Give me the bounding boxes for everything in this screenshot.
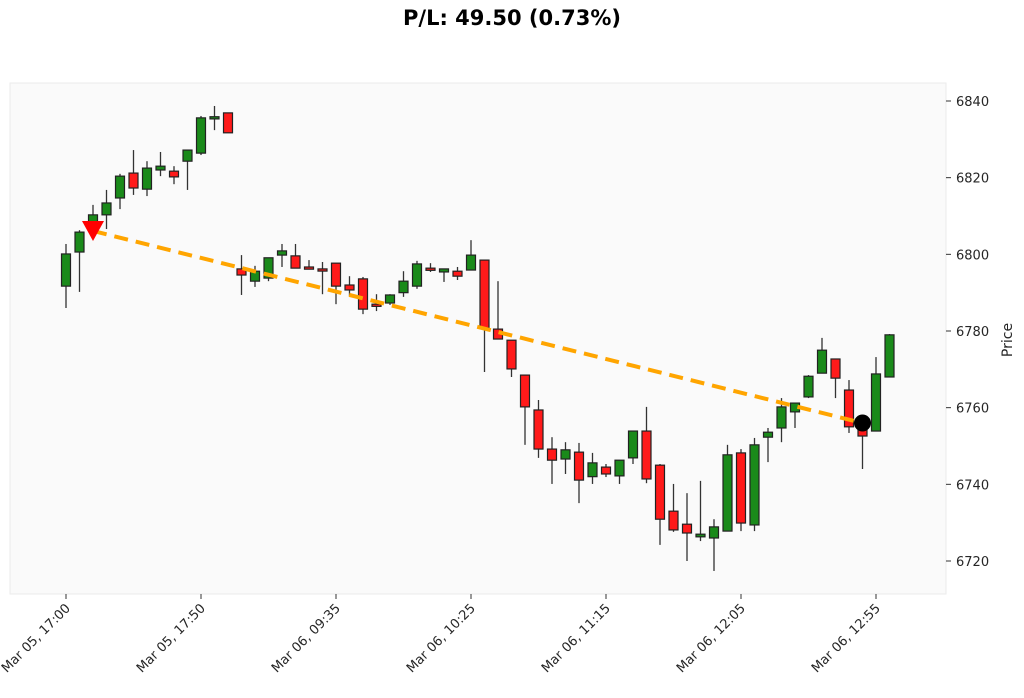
candle <box>762 427 774 463</box>
candle <box>317 261 328 295</box>
candle <box>60 243 72 308</box>
candle <box>830 358 841 399</box>
candle <box>114 173 126 210</box>
candle <box>519 374 531 445</box>
candle <box>155 151 166 177</box>
x-tick-label: Mar 05, 17:50 <box>134 601 209 676</box>
candle <box>222 112 234 134</box>
x-tick-label: Mar 06, 11:15 <box>539 601 614 676</box>
x-tick-label: Mar 05, 17:00 <box>0 601 74 676</box>
candle <box>398 271 409 297</box>
candle <box>182 149 193 190</box>
y-axis-label: Price <box>1000 323 1016 357</box>
candle <box>438 268 450 282</box>
candle <box>303 260 315 270</box>
y-tick-label: 6800 <box>956 248 989 263</box>
candle <box>681 493 693 561</box>
candle <box>263 257 274 282</box>
candle <box>614 459 625 484</box>
candle <box>101 189 112 230</box>
candle <box>236 255 247 295</box>
trade-annotations <box>82 220 871 432</box>
candle <box>600 464 612 478</box>
exit-marker-circle-icon <box>854 414 871 432</box>
candle <box>411 260 423 289</box>
candle <box>708 519 720 571</box>
plot-area <box>9 82 947 595</box>
candle <box>654 464 666 545</box>
candle <box>722 444 733 532</box>
candle <box>546 437 558 484</box>
candle <box>357 276 369 315</box>
y-tick-label: 6840 <box>956 95 989 110</box>
candle <box>560 442 571 474</box>
candle <box>384 294 396 305</box>
candle <box>141 161 153 197</box>
y-axis: 6720 6740 6760 6780 6800 6820 6840 <box>946 95 989 570</box>
y-tick-label: 6780 <box>956 325 989 340</box>
x-tick-label: Mar 06, 12:05 <box>674 601 749 676</box>
candle <box>627 430 639 465</box>
chart-title: P/L: 49.50 (0.73%) <box>403 6 621 30</box>
candle <box>843 380 855 433</box>
y-tick-label: 6720 <box>956 555 989 570</box>
x-tick-label: Mar 06, 10:25 <box>404 601 479 676</box>
candle <box>344 276 355 297</box>
candle <box>128 150 139 195</box>
candle <box>506 339 517 377</box>
y-tick-label: 6760 <box>956 402 989 417</box>
candle <box>533 399 544 458</box>
candle <box>195 115 207 156</box>
candle <box>587 452 598 484</box>
candle <box>465 240 477 271</box>
candle <box>803 375 814 399</box>
candles-layer <box>60 105 895 571</box>
candle <box>330 262 342 305</box>
entry-marker-down-triangle-icon <box>82 220 104 241</box>
candle <box>290 243 301 269</box>
candle <box>735 449 747 532</box>
y-tick-label: 6820 <box>956 172 989 187</box>
candle <box>573 442 585 504</box>
trade-line <box>92 229 863 425</box>
x-tick-label: Mar 06, 09:35 <box>269 601 344 676</box>
candle <box>425 263 436 272</box>
x-axis: Mar 05, 17:00 Mar 05, 17:50 Mar 06, 09:35 M… <box>0 594 884 676</box>
candle <box>168 166 180 185</box>
candle <box>452 266 463 281</box>
y-tick-label: 6740 <box>956 478 989 493</box>
candle <box>749 437 760 532</box>
candle <box>776 398 787 443</box>
candle <box>276 243 288 267</box>
candle <box>870 357 882 432</box>
candle <box>695 480 706 542</box>
candle <box>884 334 895 378</box>
x-tick-label: Mar 06, 12:55 <box>809 601 884 676</box>
candle <box>74 230 85 292</box>
candle <box>816 337 828 374</box>
candle <box>209 105 220 131</box>
candle <box>641 406 652 484</box>
candle <box>668 483 679 532</box>
